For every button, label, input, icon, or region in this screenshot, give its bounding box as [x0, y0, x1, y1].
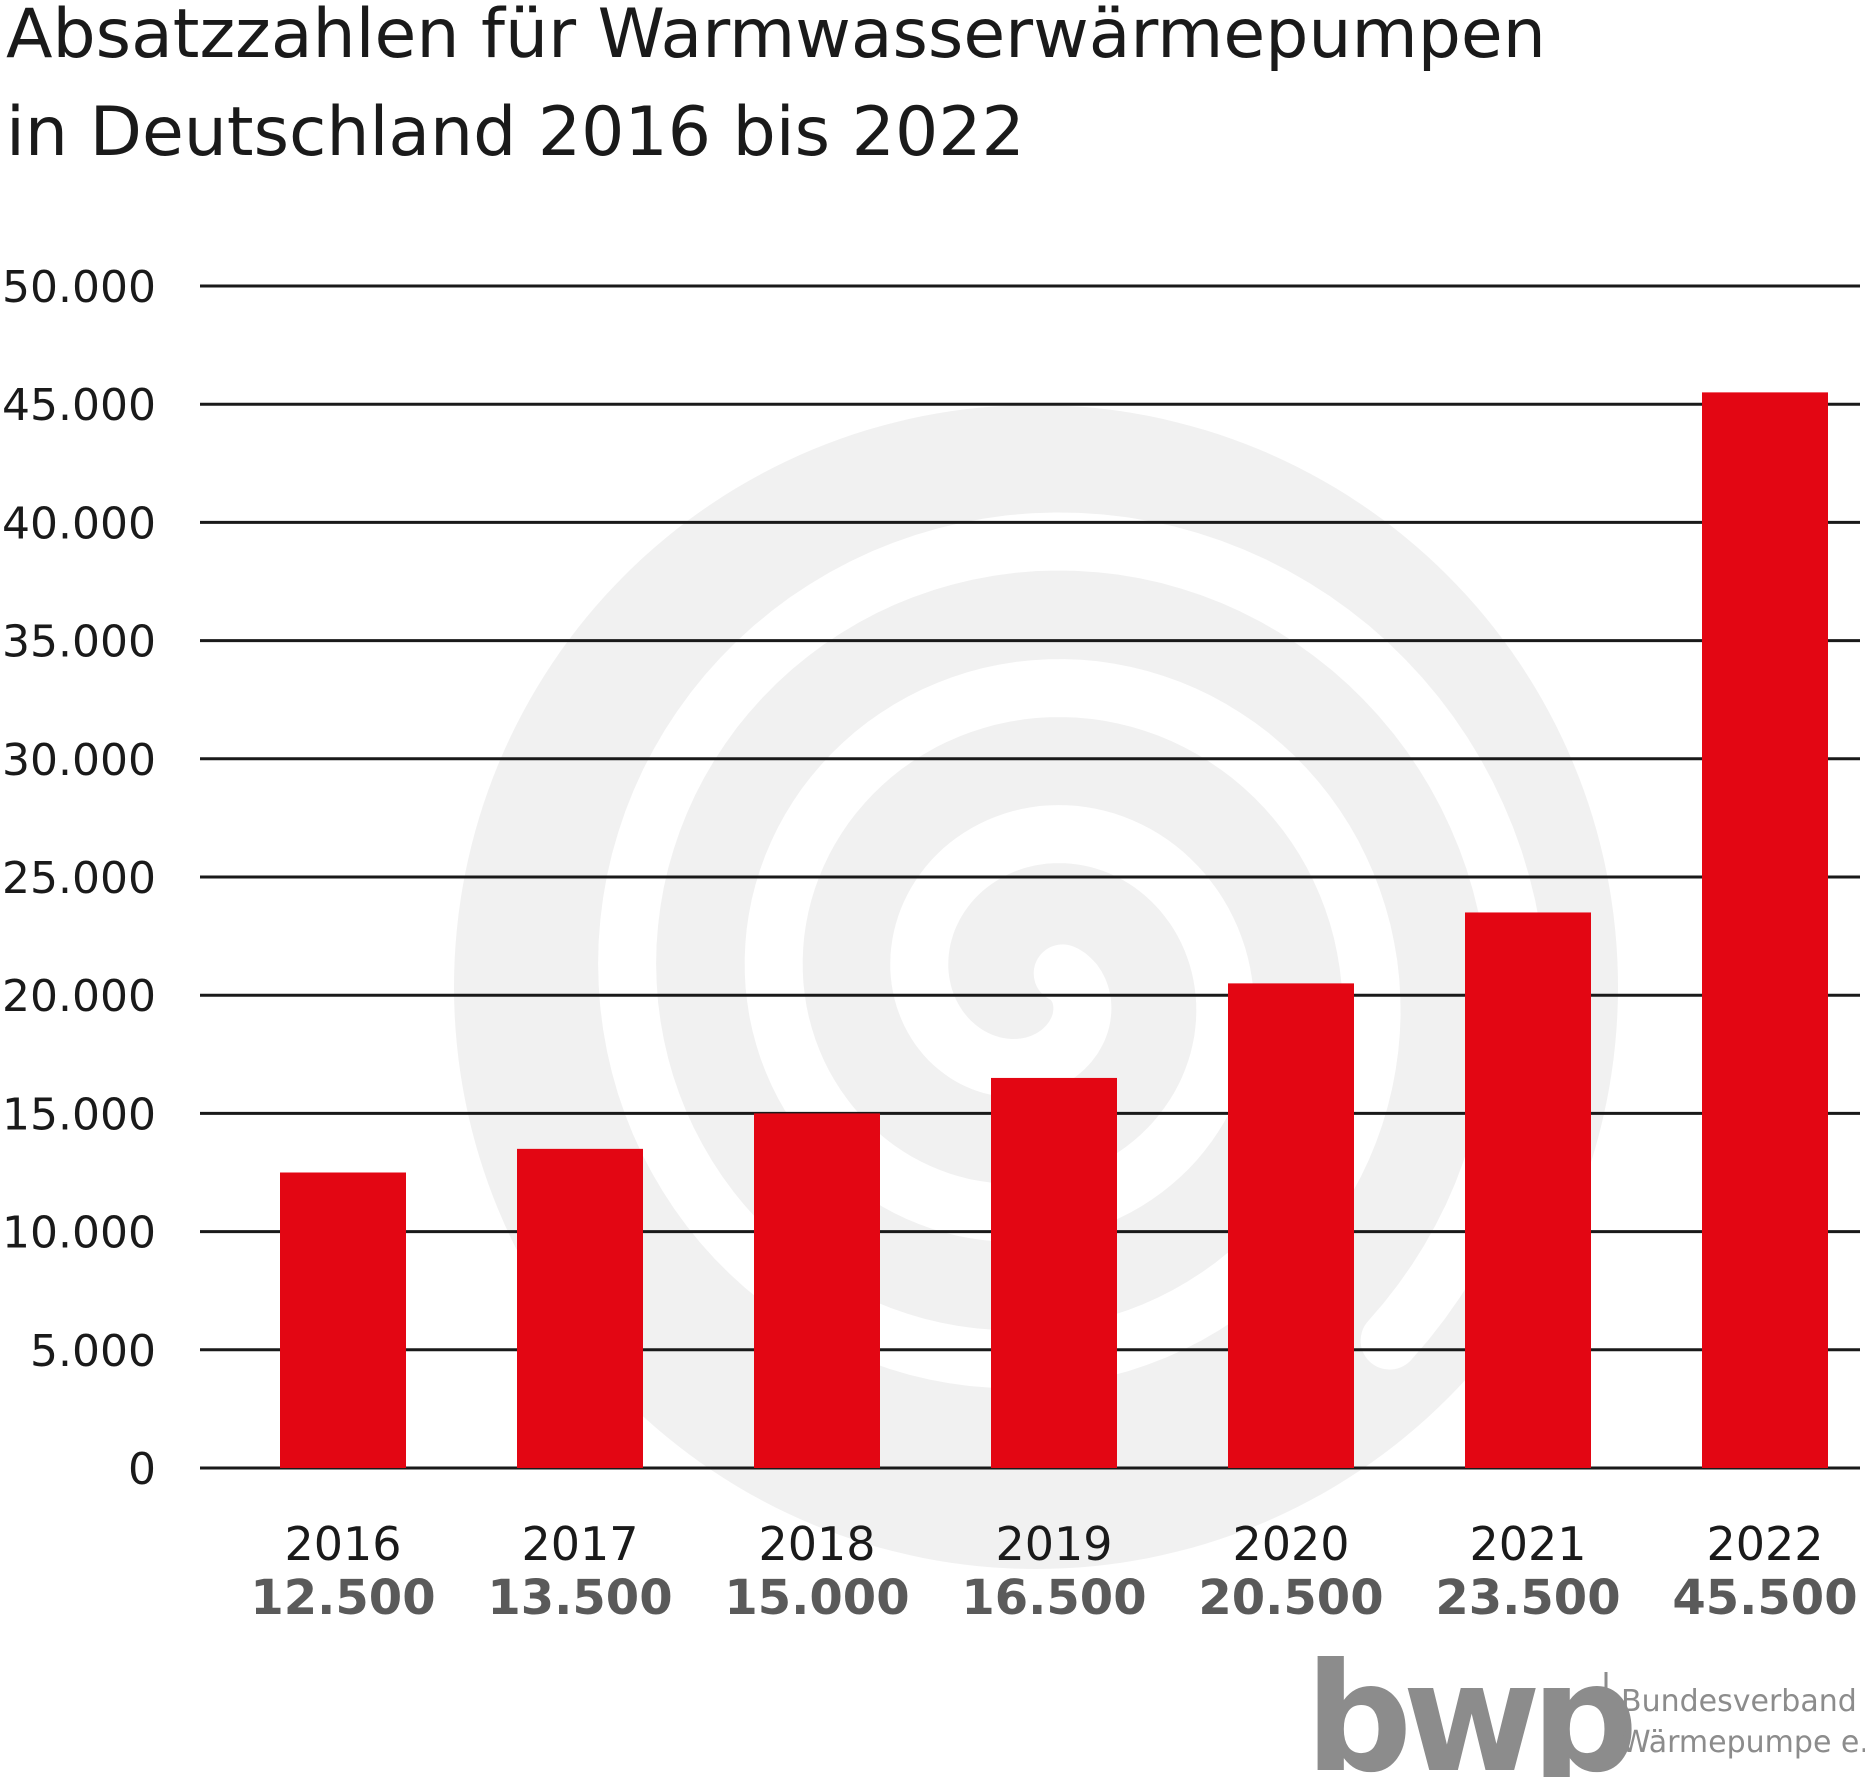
y-tick-label: 45.000 — [2, 380, 156, 431]
category-label-2017: 2017 — [521, 1517, 638, 1571]
logo-line-1: Bundesverband — [1621, 1684, 1857, 1719]
y-tick-label: 10.000 — [2, 1208, 156, 1259]
value-label-2021: 23.500 — [1435, 1570, 1620, 1626]
y-tick-label: 35.000 — [2, 617, 156, 668]
y-tick-label: 30.000 — [2, 735, 156, 786]
bar-2017 — [517, 1148, 643, 1468]
y-tick-label: 25.000 — [2, 853, 156, 904]
category-label-2021: 2021 — [1469, 1517, 1586, 1571]
bar-2018 — [754, 1113, 880, 1468]
value-label-2016: 12.500 — [250, 1570, 435, 1626]
y-tick-label: 5.000 — [30, 1326, 156, 1377]
bar-2020 — [1228, 983, 1354, 1468]
y-tick-label: 0 — [128, 1444, 156, 1495]
y-tick-label: 50.000 — [2, 262, 156, 313]
chart-title-line-1: Absatzzahlen für Warmwasserwärmepumpen — [6, 0, 1546, 74]
y-tick-label: 20.000 — [2, 971, 156, 1022]
bar-2019 — [991, 1077, 1117, 1468]
bar-2021 — [1465, 912, 1591, 1468]
bwp-logo: bwp Bundesverband Wärmepumpe e.V. — [1305, 1632, 1865, 1777]
category-label-2018: 2018 — [758, 1517, 875, 1571]
y-axis-ticks: 0 5.000 10.000 15.000 20.000 25.000 30.000 35.0… — [2, 262, 156, 1495]
value-label-2020: 20.500 — [1198, 1570, 1383, 1626]
bars — [280, 392, 1828, 1468]
chart-title-line-2: in Deutschland 2016 bis 2022 — [6, 93, 1025, 172]
bar-2022 — [1702, 392, 1828, 1468]
bar-2016 — [280, 1172, 406, 1468]
value-label-2022: 45.500 — [1672, 1570, 1857, 1626]
value-label-2019: 16.500 — [961, 1570, 1146, 1626]
category-label-2022: 2022 — [1706, 1517, 1823, 1571]
logo-line-2: Wärmepumpe e.V. — [1621, 1725, 1865, 1760]
value-label-2018: 15.000 — [724, 1570, 909, 1626]
y-tick-label: 40.000 — [2, 498, 156, 549]
category-label-2016: 2016 — [284, 1517, 401, 1571]
category-label-2019: 2019 — [995, 1517, 1112, 1571]
category-label-2020: 2020 — [1232, 1517, 1349, 1571]
y-tick-label: 15.000 — [2, 1089, 156, 1140]
value-label-2017: 13.500 — [487, 1570, 672, 1626]
logo-mark: bwp — [1305, 1632, 1632, 1777]
